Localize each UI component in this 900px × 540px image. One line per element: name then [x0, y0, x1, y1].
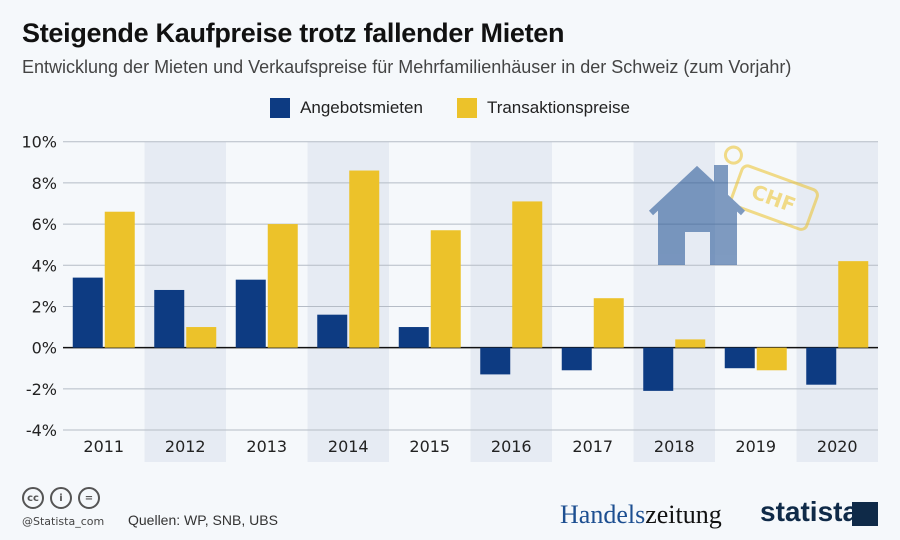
bar-transaktionspreise-2012: [186, 327, 217, 348]
x-tick-label: 2017: [572, 437, 613, 456]
source: Quellen: WP, SNB, UBS: [128, 512, 278, 528]
x-tick-label: 2012: [165, 437, 206, 456]
chart-title: Steigende Kaufpreise trotz fallender Mie…: [22, 18, 565, 48]
bar-angebotsmieten-2015: [398, 327, 429, 348]
bar-transaktionspreise-2018: [675, 339, 706, 348]
bar-transaktionspreise-2016: [512, 201, 543, 348]
handelszeitung-logo: Handelszeitung: [560, 500, 722, 530]
bar-transaktionspreise-2020: [838, 261, 869, 348]
legend-swatch: [456, 98, 477, 118]
bar-transaktionspreise-2015: [430, 230, 461, 348]
x-tick-label: 2019: [735, 437, 776, 456]
y-tick-label: -2%: [26, 380, 57, 399]
attribution-icon: i: [50, 487, 72, 509]
legend-swatch: [270, 98, 291, 118]
y-tick-label: 10%: [21, 133, 57, 152]
bar-transaktionspreise-2017: [593, 298, 624, 348]
x-tick-label: 2020: [817, 437, 858, 456]
legend-item-angebotsmieten: Angebotsmieten: [270, 98, 423, 118]
legend-item-transaktionspreise: Transaktionspreise: [456, 98, 630, 118]
cc-icon: cc: [22, 487, 44, 509]
bar-angebotsmieten-2017: [561, 347, 592, 371]
x-tick-label: 2014: [328, 437, 369, 456]
bar-angebotsmieten-2012: [154, 289, 185, 348]
logo-part: zeitung: [645, 500, 722, 529]
bar-angebotsmieten-2014: [317, 314, 348, 348]
bar-transaktionspreise-2014: [349, 170, 380, 348]
x-tick-label: 2016: [491, 437, 532, 456]
y-tick-label: 6%: [32, 215, 57, 234]
bar-transaktionspreise-2019: [756, 347, 787, 371]
y-tick-label: 4%: [32, 256, 57, 275]
x-tick-label: 2013: [246, 437, 287, 456]
bar-angebotsmieten-2019: [724, 347, 755, 369]
statista-handle: @Statista_com: [22, 515, 105, 528]
legend: Angebotsmieten Transaktionspreise: [0, 98, 900, 118]
bar-transaktionspreise-2011: [104, 211, 135, 348]
bar-angebotsmieten-2011: [72, 277, 103, 348]
y-tick-label: 2%: [32, 297, 57, 316]
x-tick-label: 2018: [654, 437, 695, 456]
bar-angebotsmieten-2016: [480, 347, 511, 375]
x-tick-label: 2015: [409, 437, 450, 456]
legend-label: Angebotsmieten: [300, 98, 423, 117]
no-derivatives-icon: =: [78, 487, 100, 509]
x-tick-label: 2011: [83, 437, 124, 456]
logo-part: Handels: [560, 500, 646, 529]
y-tick-label: 0%: [32, 339, 57, 358]
statista-logo-icon: [852, 502, 878, 526]
bar-angebotsmieten-2013: [235, 279, 266, 348]
y-tick-label: 8%: [32, 174, 57, 193]
statista-logo: statista: [760, 496, 859, 527]
legend-label: Transaktionspreise: [486, 98, 630, 117]
bar-transaktionspreise-2013: [267, 224, 298, 348]
y-tick-label: -4%: [26, 421, 57, 440]
bar-angebotsmieten-2020: [806, 347, 837, 385]
chart-subtitle: Entwicklung der Mieten und Verkaufspreis…: [22, 57, 792, 77]
bar-angebotsmieten-2018: [643, 347, 674, 391]
